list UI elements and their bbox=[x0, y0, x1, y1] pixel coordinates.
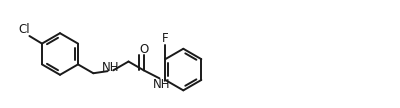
Text: O: O bbox=[140, 43, 149, 56]
Text: Cl: Cl bbox=[19, 23, 30, 36]
Text: F: F bbox=[162, 32, 169, 45]
Text: NH: NH bbox=[153, 78, 170, 91]
Text: NH: NH bbox=[102, 61, 119, 74]
